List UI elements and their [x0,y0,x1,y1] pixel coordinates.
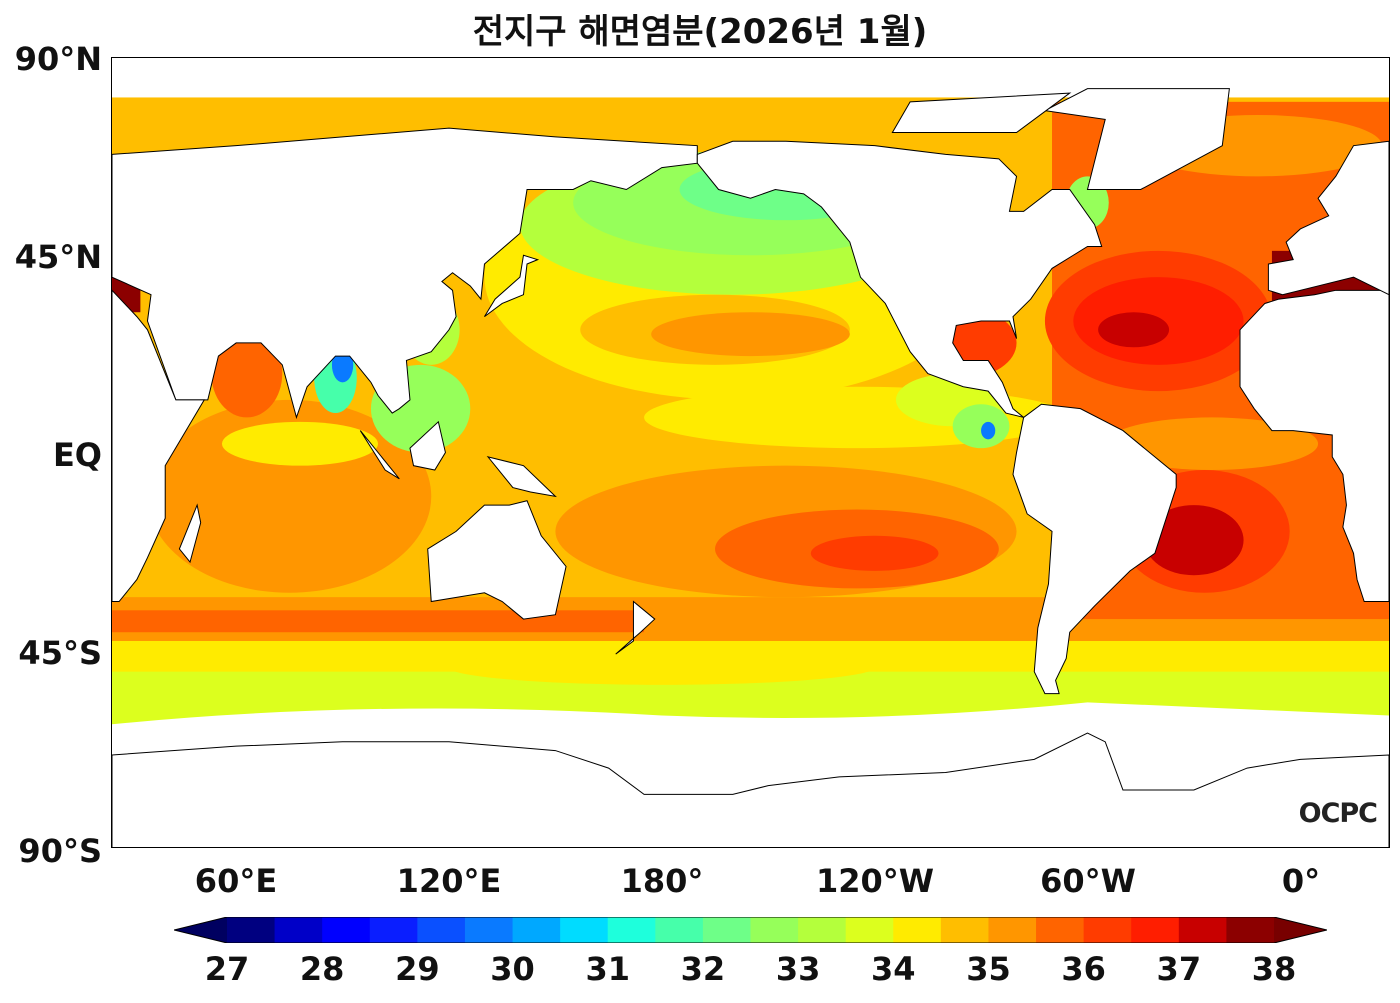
lat-label-90n: 90°N [14,40,102,78]
colorbar-bin [1036,917,1085,943]
land-japan [484,255,537,316]
coastlines [112,89,1389,847]
lat-label-45n: 45°N [14,238,102,276]
colorbar-bin [512,917,561,943]
lat-label-45s: 45°S [18,634,102,672]
land-south-america [1013,404,1176,693]
lon-label-60e: 60°E [194,862,278,900]
colorbar-bin [1083,917,1132,943]
colorbar-tick-label: 30 [490,950,535,988]
colorbar-tick-label: 37 [1156,950,1202,988]
lon-label-180: 180° [620,862,704,900]
land-north-america [697,141,1101,417]
colorbar-bin [560,917,609,943]
colorbar-over-triangle [1274,917,1327,943]
colorbar-bin [798,917,847,943]
colorbar-tick-label: 34 [871,950,916,988]
colorbar-bin [893,917,942,943]
lon-label-120e: 120°E [396,862,502,900]
land-africa-east [112,290,204,601]
land-sumatra [360,431,399,479]
colorbar-under-triangle [174,917,227,943]
lon-label-120w: 120°W [815,862,935,900]
colorbar-bin [940,917,989,943]
land-new-guinea [488,457,555,496]
colorbar-tick-label: 32 [680,950,726,988]
colorbar-tick-label: 31 [585,950,630,988]
land-europe [1268,141,1389,294]
colorbar-bin [322,917,371,943]
colorbar-bin [227,917,276,943]
colorbar-tick-label: 33 [775,950,821,988]
land-madagascar [179,505,200,562]
land-borneo [410,422,445,470]
map-title: 전지구 해면염분(2026년 1월) [472,12,928,52]
colorbar-tick-label: 36 [1061,950,1106,988]
land-africa-west [1240,290,1389,601]
colorbar-bin [1131,917,1180,943]
colorbar-bin [464,917,514,943]
lon-label-60w: 60°W [1040,862,1136,900]
colorbar-tick-label: 38 [1251,950,1297,988]
lat-label-eq: EQ [52,436,102,474]
ocpc-logo: OCPC [1298,798,1378,829]
land-arctic-islands [892,93,1069,132]
colorbar-bin [607,917,656,943]
land-greenland [1045,89,1229,190]
colorbar-bin [655,917,704,943]
colorbar-bin [1226,917,1275,943]
colorbar-tick-label: 35 [966,950,1011,988]
colorbar-bin [369,917,418,943]
colorbar-tick-label: 29 [395,950,440,988]
lon-label-0: 0° [1281,862,1321,900]
land-australia [428,501,566,619]
colorbar-tick-label: 28 [299,950,345,988]
map-canvas [112,58,1389,847]
colorbar-bin [274,917,323,943]
colorbar [174,917,1327,943]
colorbar-bin [845,917,894,943]
salinity-map: OCPC [111,57,1390,848]
colorbar-bin [750,917,799,943]
land-antarctica [112,733,1389,847]
colorbar-bin [988,917,1037,943]
colorbar-bin [702,917,751,943]
colorbar-tick-label: 27 [204,950,250,988]
land-new-zealand [616,602,655,655]
colorbar-bin [417,917,466,943]
colorbar-bin [1178,917,1227,943]
lat-label-90s: 90°S [18,832,102,870]
